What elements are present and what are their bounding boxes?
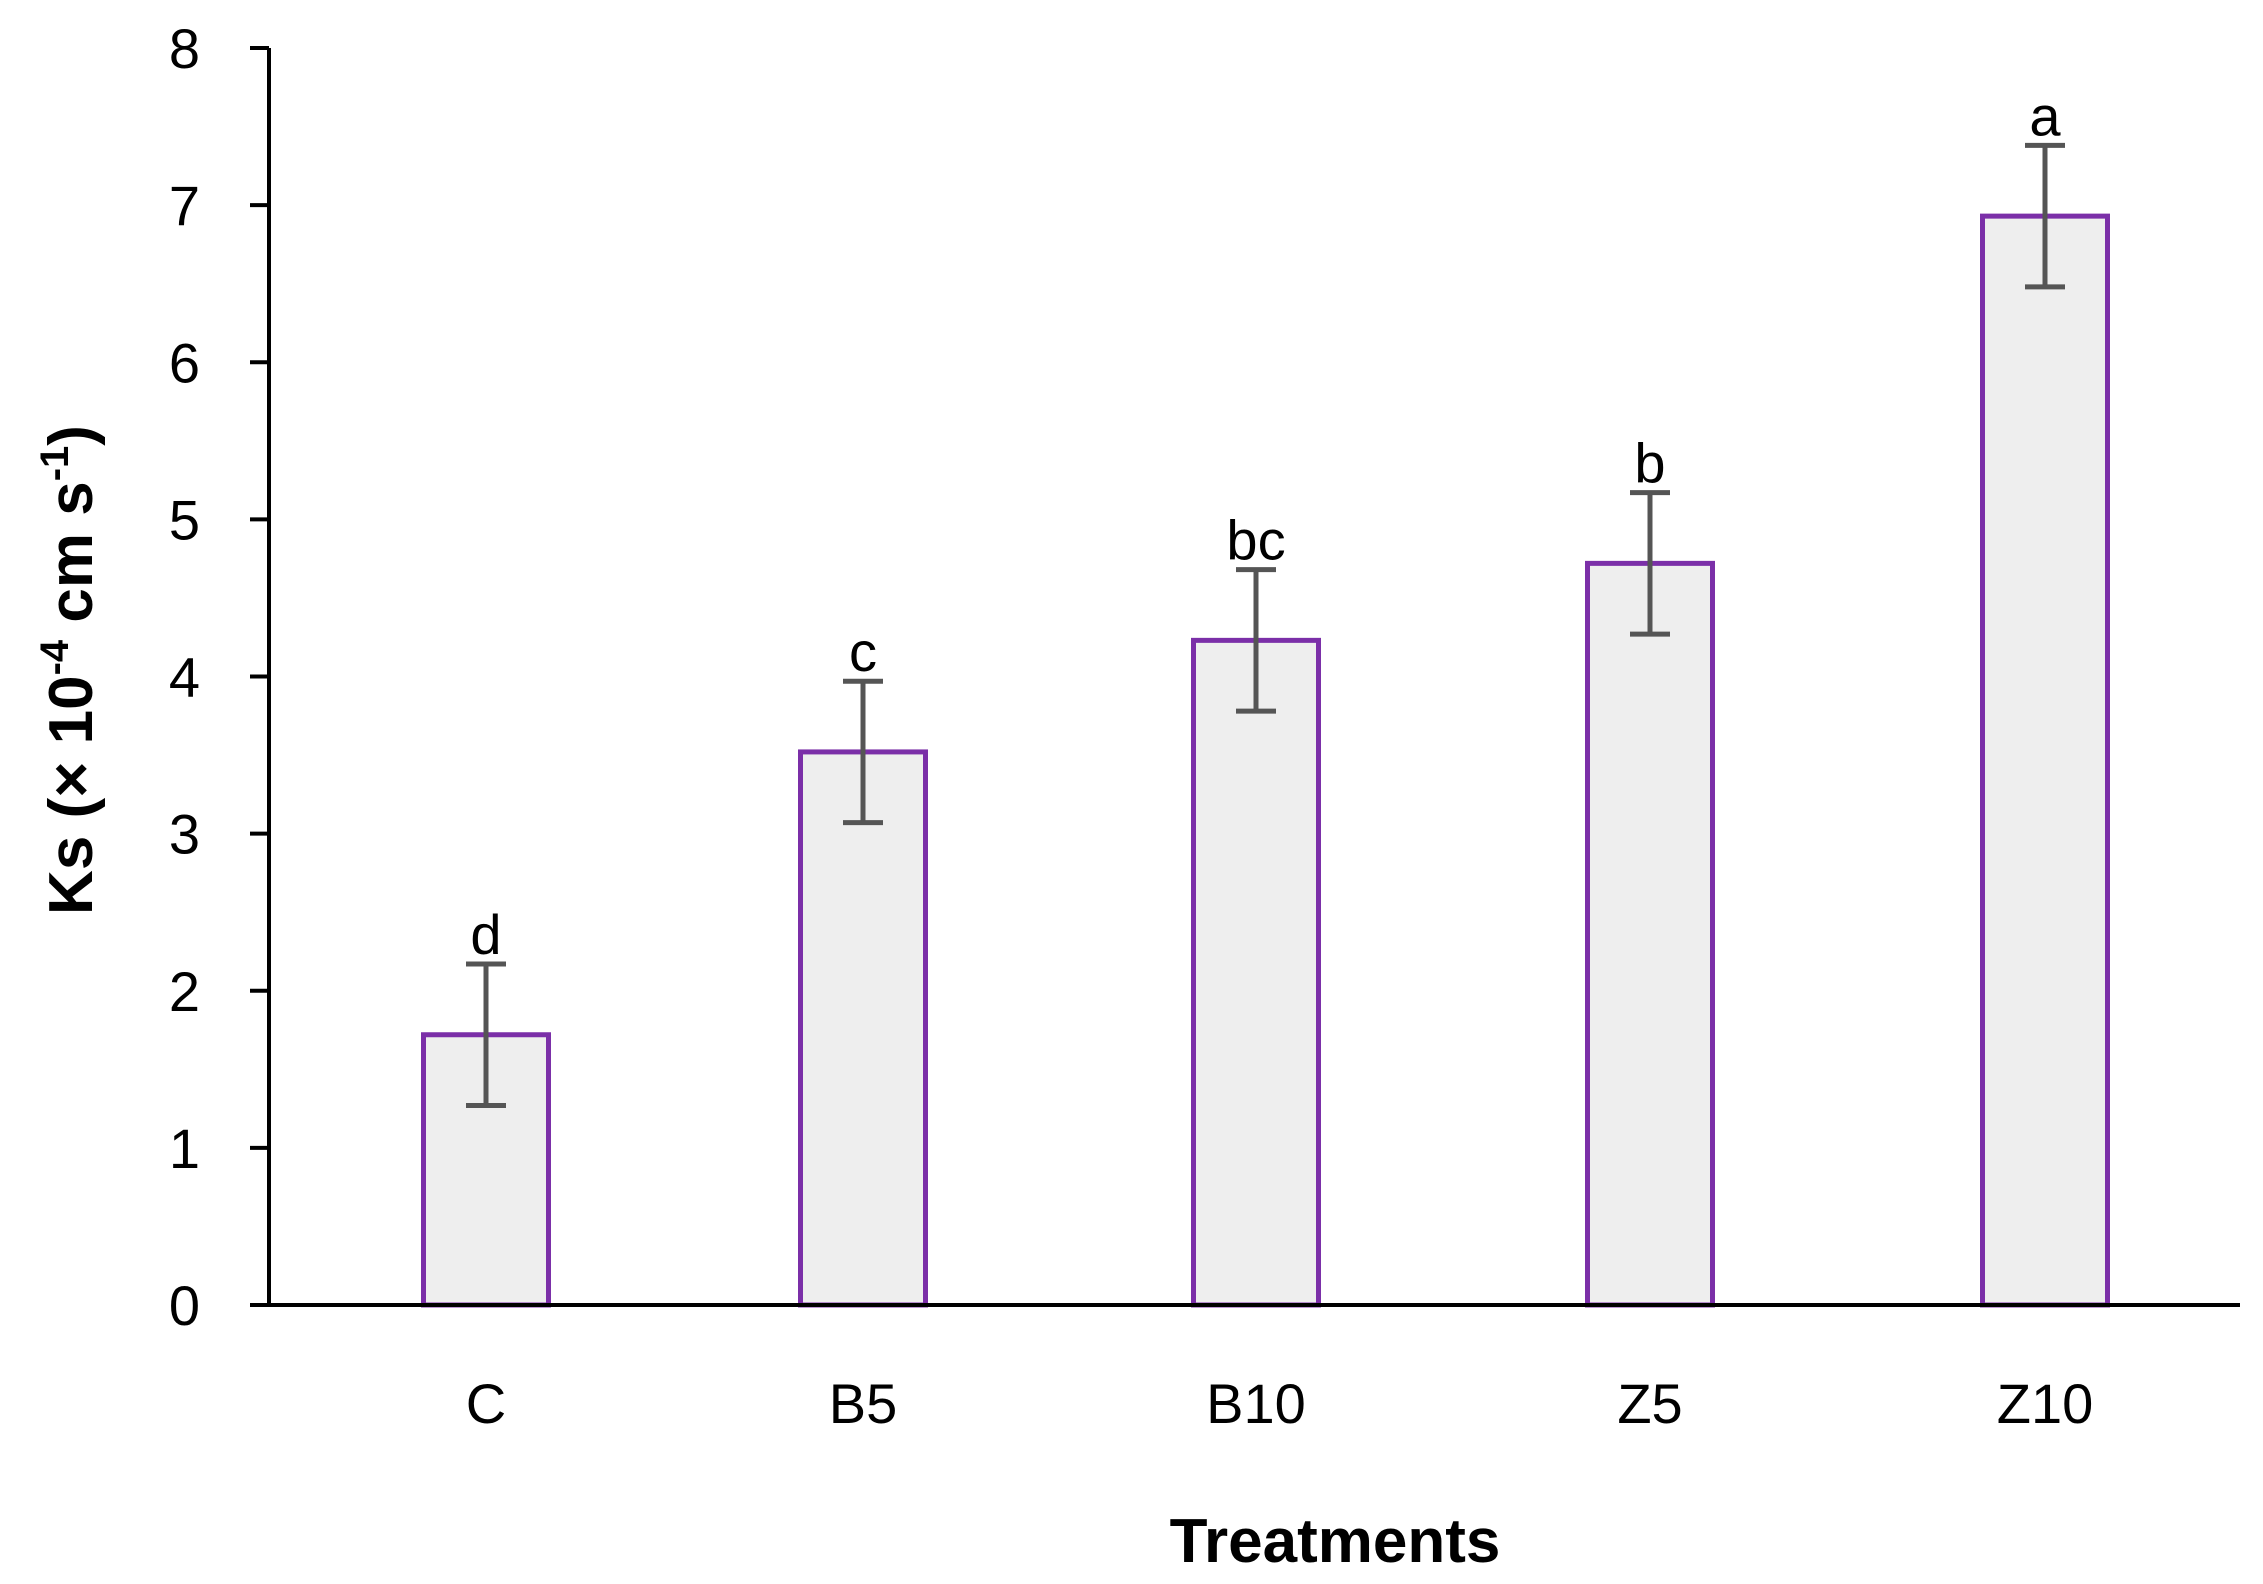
y-tick-label: 6 <box>169 331 200 394</box>
bar-z5 <box>1585 560 1715 1308</box>
x-tick-label-z10: Z10 <box>1997 1372 2094 1435</box>
y-tick-label: 4 <box>169 646 200 709</box>
error-bar-b10 <box>1236 567 1276 714</box>
bar-b5 <box>798 749 928 1308</box>
y-axis-title-suffix: ) <box>37 425 106 446</box>
significance-letter-b10: bc <box>1226 509 1285 572</box>
bars <box>421 213 2110 1308</box>
bar-b10 <box>1191 637 1321 1308</box>
y-tick-label: 3 <box>169 803 200 866</box>
y-axis-title-exponent-1: -4 <box>33 639 77 675</box>
x-tick-label-b5: B5 <box>829 1372 898 1435</box>
x-tick-label-z5: Z5 <box>1617 1372 1682 1435</box>
y-axis-title: Ks (× 10-4 cm s-1) <box>33 425 106 915</box>
error-bars <box>466 142 2065 1108</box>
bar-z10 <box>1980 213 2110 1308</box>
y-tick-label: 5 <box>169 488 200 551</box>
y-tick-label: 1 <box>169 1117 200 1180</box>
significance-letter-c: d <box>470 903 501 966</box>
y-tick-label: 0 <box>169 1274 200 1337</box>
y-axis-title-middle: cm s <box>37 481 106 640</box>
error-bar-b5 <box>843 678 883 826</box>
y-tick-label: 2 <box>169 960 200 1023</box>
y-tick-label: 8 <box>169 17 200 80</box>
y-axis-title-exponent-2: -1 <box>33 446 77 482</box>
significance-letters: d c bc b a <box>470 84 2061 966</box>
x-axis-ticks: C B5 B10 Z5 Z10 <box>466 1372 2093 1435</box>
x-tick-label-c: C <box>466 1372 506 1435</box>
error-bar-c <box>466 961 506 1108</box>
x-axis-title: Treatments <box>1170 1507 1501 1576</box>
x-tick-label-b10: B10 <box>1206 1372 1306 1435</box>
error-bar-z5 <box>1630 490 1670 637</box>
y-axis-title-prefix: Ks (× 10 <box>37 675 106 915</box>
y-tick-label: 7 <box>169 174 200 237</box>
significance-letter-z5: b <box>1634 432 1665 495</box>
significance-letter-z10: a <box>2029 84 2061 147</box>
significance-letter-b5: c <box>849 620 877 683</box>
y-axis-ticks: 0 1 2 3 4 5 6 7 8 <box>169 17 269 1337</box>
error-bar-z10 <box>2025 142 2065 290</box>
